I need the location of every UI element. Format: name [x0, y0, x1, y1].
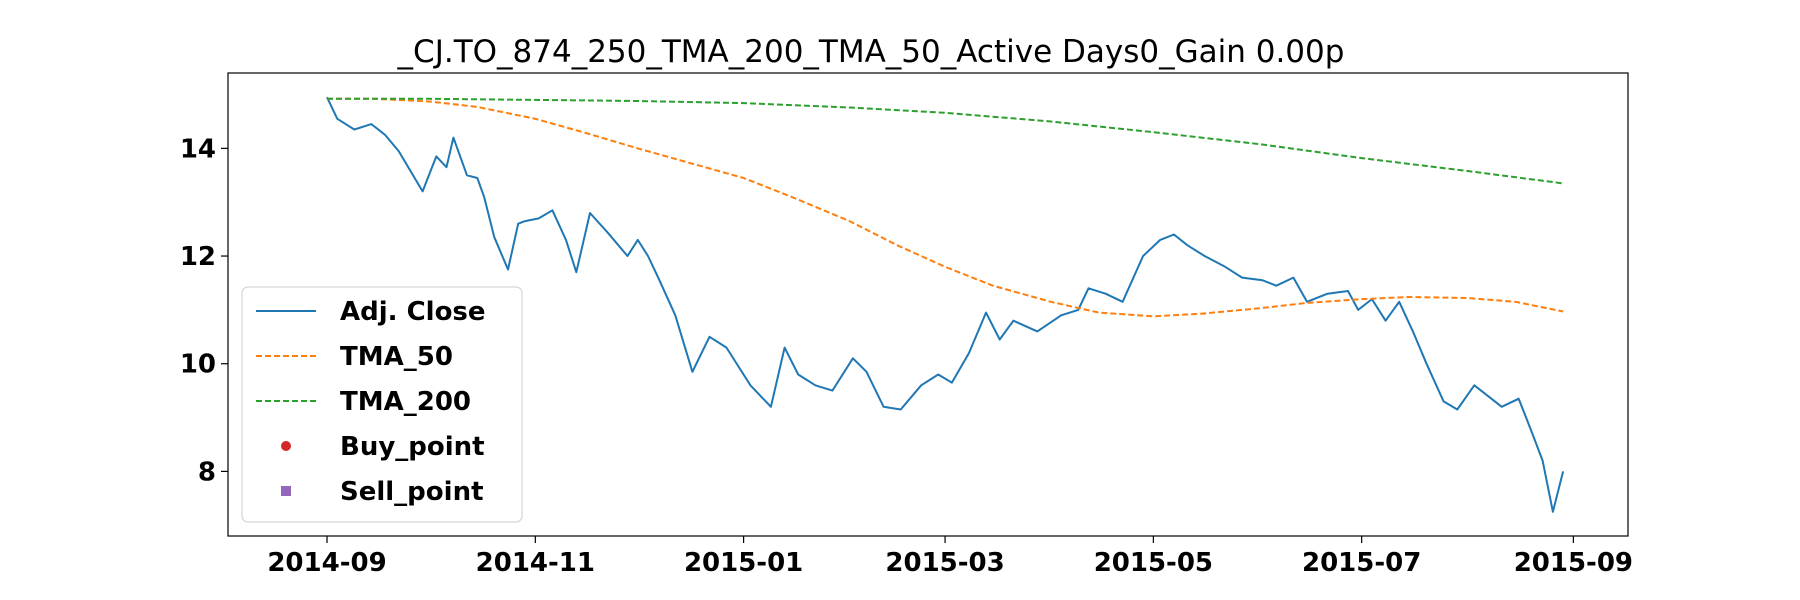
- y-tick-label: 12: [180, 242, 216, 272]
- x-tick-label: 2015-03: [885, 548, 1004, 578]
- series-line-tma-50: [327, 97, 1564, 318]
- y-tick-label: 14: [180, 134, 216, 164]
- legend-label-tma-50: TMA_50: [340, 342, 453, 372]
- series-line-adj-close: [326, 96, 1565, 513]
- x-tick-label: 2015-01: [684, 548, 803, 578]
- y-axis: 8 10 12 14: [180, 134, 228, 487]
- series-line-tma-200: [327, 97, 1564, 185]
- x-axis: 2014-09 2014-11 2015-01 2015-03 2015-05 2015-…: [267, 536, 1633, 578]
- x-tick-label: 2014-11: [476, 548, 595, 578]
- x-tick-label: 2015-09: [1514, 548, 1633, 578]
- legend-label-tma-200: TMA_200: [340, 387, 471, 417]
- legend: Adj. Close TMA_50 TMA_200 Buy_point Sell_poi…: [241, 286, 523, 523]
- x-tick-label: 2015-07: [1302, 548, 1421, 578]
- x-tick-label: 2015-05: [1094, 548, 1213, 578]
- y-tick-label: 8: [198, 457, 216, 487]
- legend-box: [241, 286, 523, 523]
- legend-label-buy-point: Buy_point: [340, 432, 485, 462]
- legend-label-sell-point: Sell_point: [340, 477, 484, 507]
- legend-label-adj-close: Adj. Close: [340, 297, 486, 327]
- x-tick-label: 2014-09: [267, 548, 386, 578]
- plot-frame: [227, 72, 1629, 537]
- y-tick-label: 10: [180, 350, 216, 380]
- plot-area: [227, 72, 1629, 537]
- legend-swatch-sell-point: [281, 486, 291, 496]
- legend-swatch-buy-point: [281, 441, 291, 451]
- chart-title: _CJ.TO_874_250_TMA_200_TMA_50_Active Day…: [397, 34, 1345, 70]
